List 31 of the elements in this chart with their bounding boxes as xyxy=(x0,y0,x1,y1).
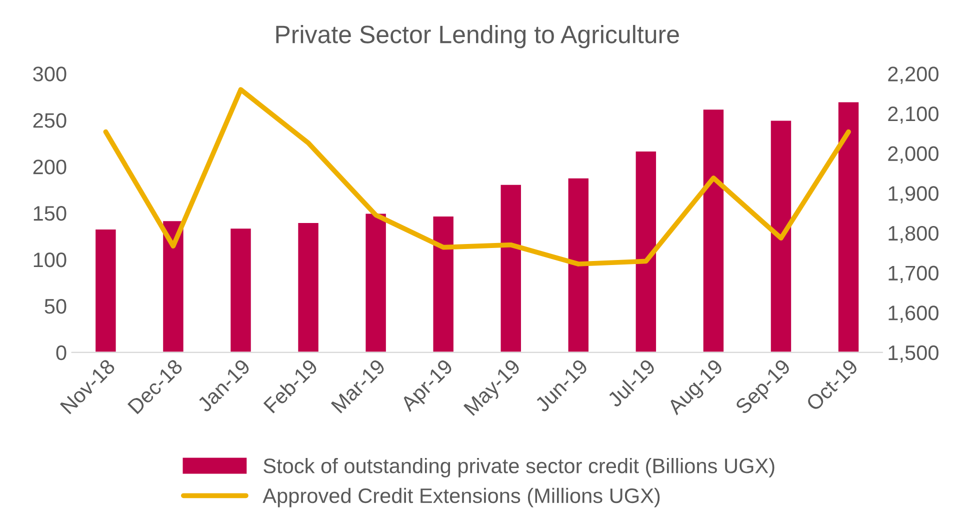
y2-tick-label: 2,200 xyxy=(888,66,938,84)
bar xyxy=(364,212,388,352)
bar xyxy=(702,108,725,352)
y-tick-label: 200 xyxy=(33,160,66,174)
legend-label: Approved Credit Extensions (Millions UGX) xyxy=(262,488,660,508)
y2-tick-label: 1,600 xyxy=(888,306,938,323)
bar xyxy=(432,215,455,352)
bar xyxy=(634,150,658,352)
y2-tick-label: 2,000 xyxy=(888,146,938,164)
y2-tick-label: 2,100 xyxy=(888,106,938,124)
y2-tick-label: 1,700 xyxy=(888,266,938,283)
line-series xyxy=(103,87,851,266)
y-tick-label: 50 xyxy=(44,298,66,314)
bar xyxy=(296,222,320,352)
bar xyxy=(94,228,118,352)
chart-title: Private Sector Lending to Agriculture xyxy=(276,24,679,48)
y2-tick-label: 1,900 xyxy=(888,186,938,204)
bar xyxy=(769,119,792,352)
legend-label: Stock of outstanding private sector credit (Billions UGX) xyxy=(264,458,774,478)
bar xyxy=(499,184,522,352)
bar xyxy=(162,220,185,352)
y2-tick-label: 1,800 xyxy=(888,226,938,244)
y-tick-label: 150 xyxy=(34,206,66,221)
y2-tick-label: 1,500 xyxy=(888,345,938,363)
bar xyxy=(229,227,252,352)
y-tick-label: 100 xyxy=(34,252,66,268)
y-tick-label: 250 xyxy=(33,113,66,128)
y-tick-label: 0 xyxy=(56,345,66,360)
bar xyxy=(837,100,860,352)
bar xyxy=(566,177,590,352)
y-tick-label: 300 xyxy=(33,66,66,82)
